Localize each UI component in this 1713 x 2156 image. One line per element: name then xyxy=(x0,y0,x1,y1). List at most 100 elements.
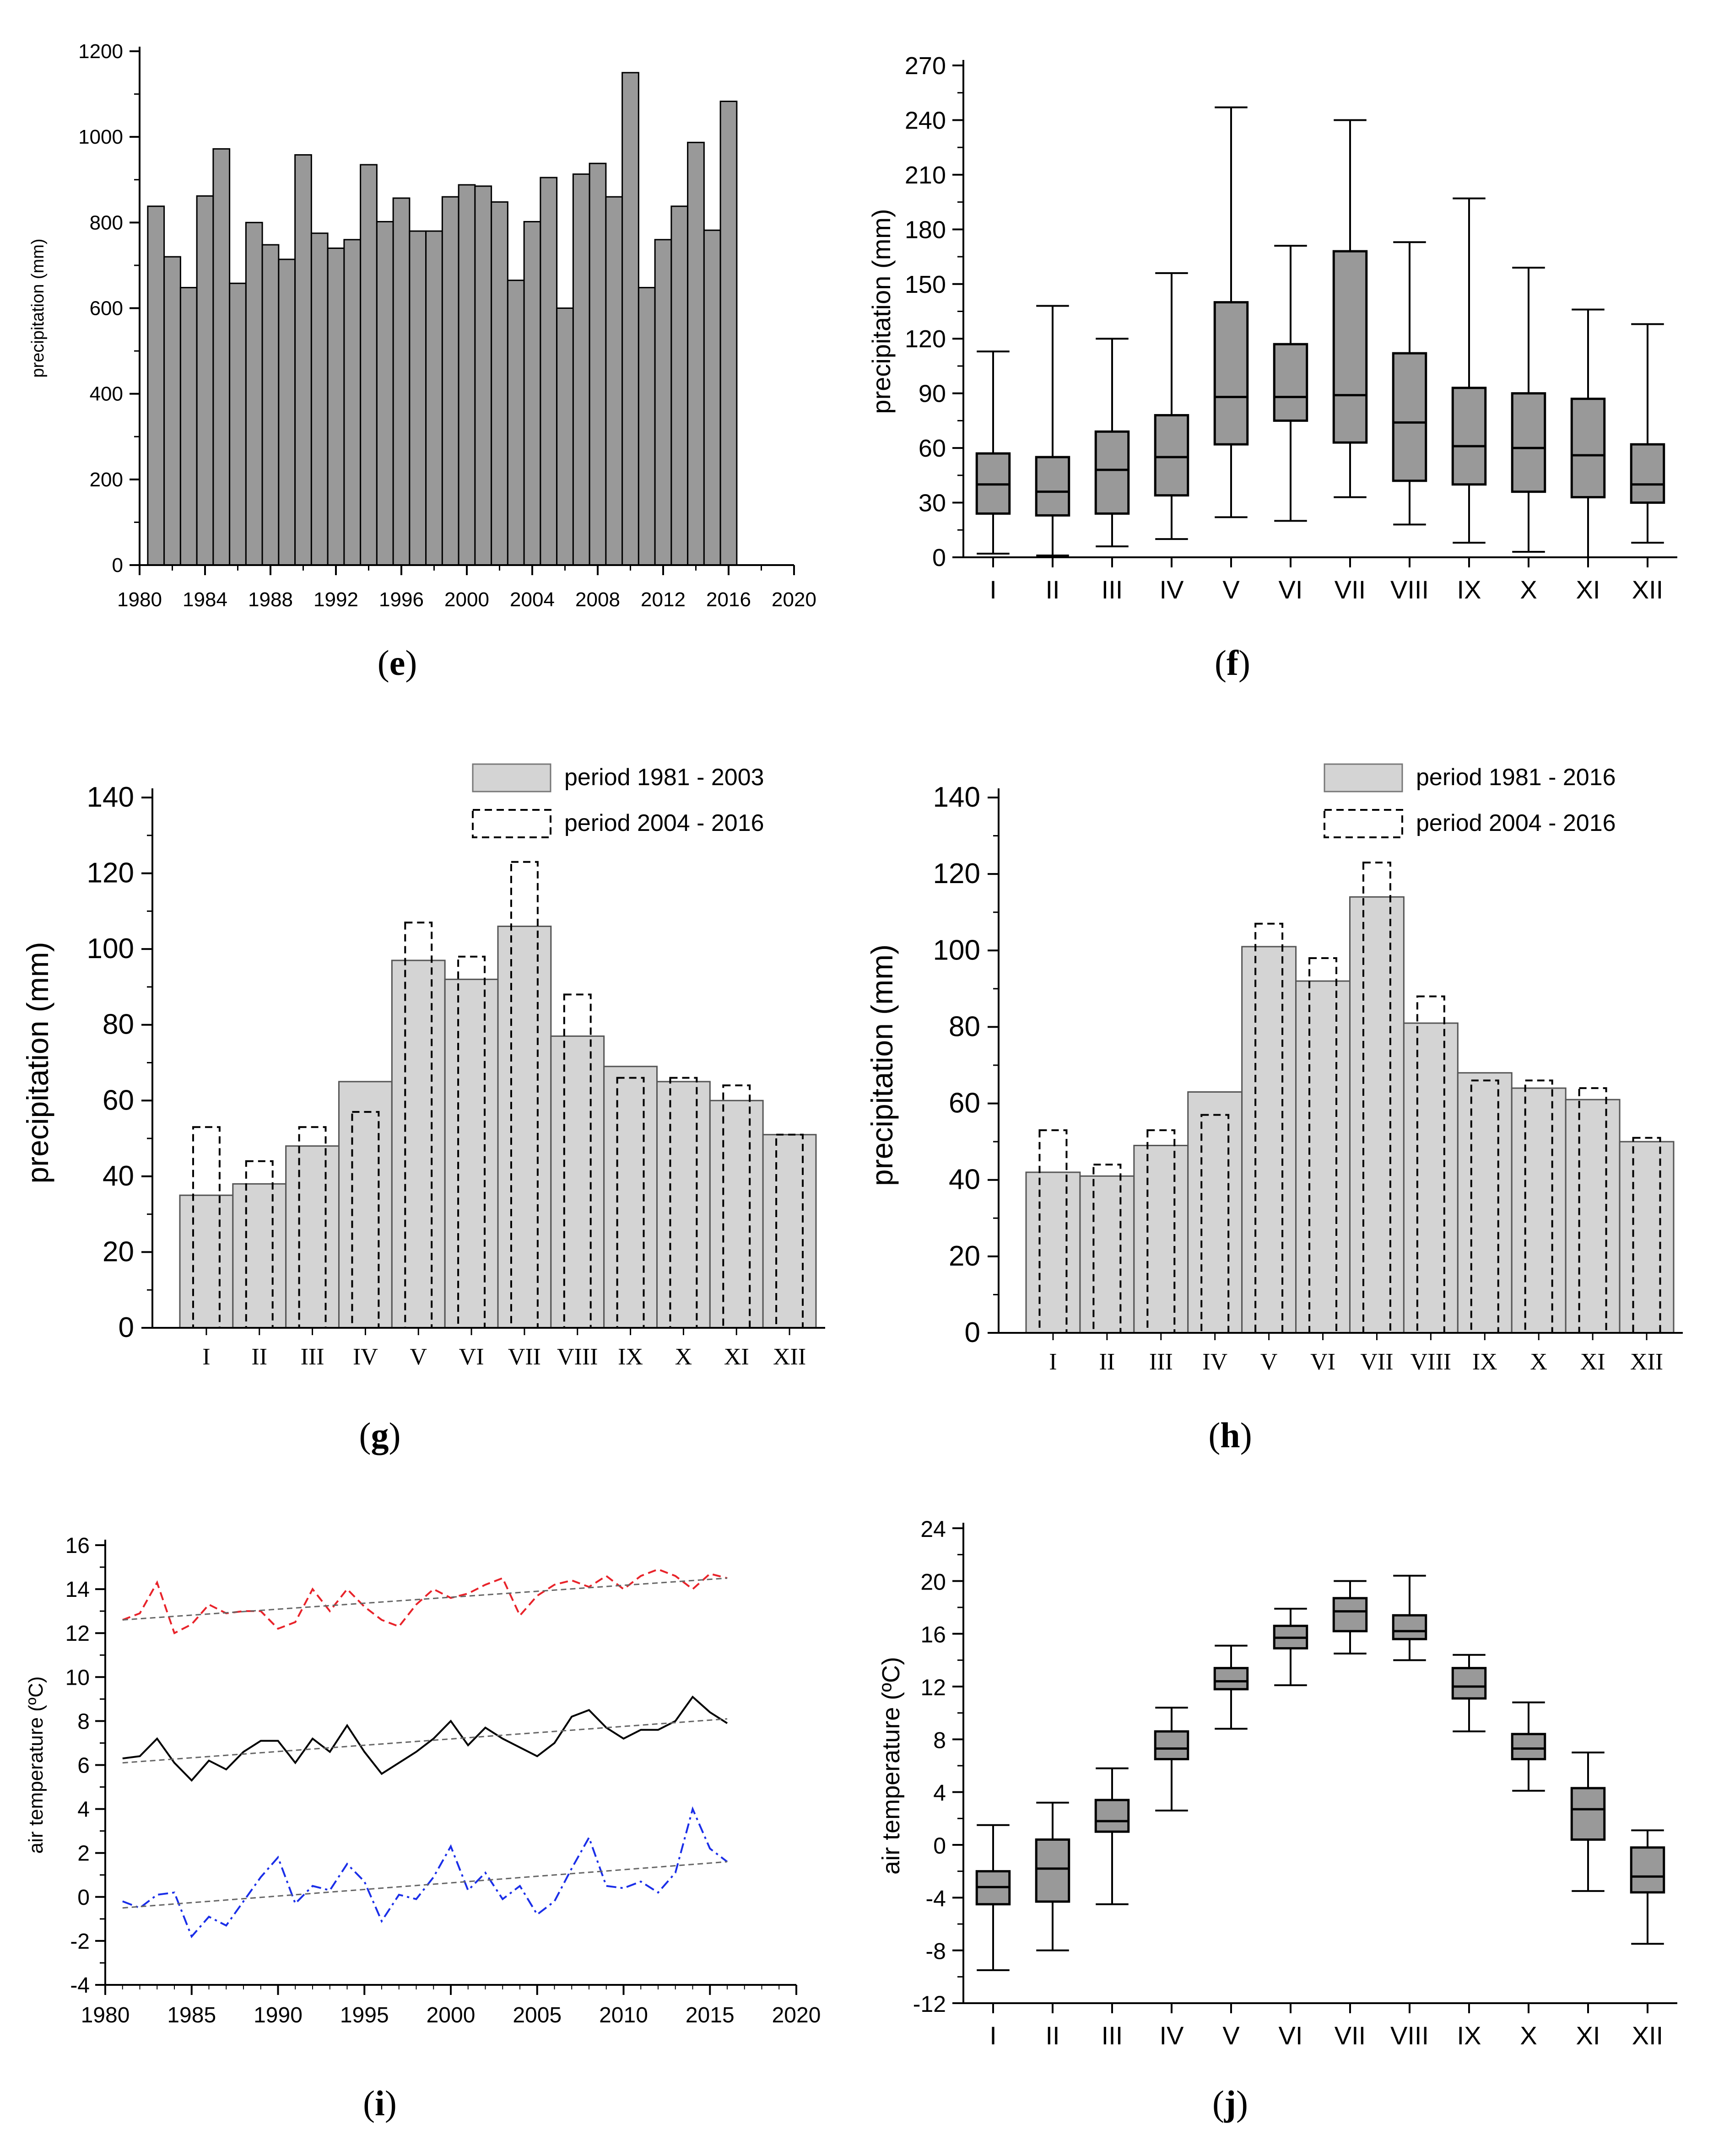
x-tick-label: III xyxy=(1102,575,1123,604)
series-line-mean xyxy=(122,1695,728,1782)
bar xyxy=(327,247,345,566)
dashed-bar xyxy=(1524,1079,1553,1334)
y-tick-label: 60 xyxy=(919,435,946,462)
y-tick-label: 0 xyxy=(932,544,946,571)
y-axis-label: precipitation (mm) xyxy=(867,209,896,414)
y-tick-label: 240 xyxy=(905,107,946,134)
box xyxy=(1630,1846,1665,1894)
bar xyxy=(1025,1171,1081,1334)
y-tick-label: 20 xyxy=(920,1569,946,1595)
x-tick-label: XII xyxy=(1632,2021,1663,2050)
y-tick-label: -8 xyxy=(926,1939,946,1964)
y-tick-label: 0 xyxy=(112,554,123,577)
x-tick-label: XI xyxy=(724,1344,749,1370)
x-tick-label: I xyxy=(202,1344,210,1370)
box xyxy=(1570,398,1606,499)
x-tick-label: XII xyxy=(1630,1349,1663,1375)
series-line-maximum xyxy=(122,1568,728,1635)
legend-swatch-filled xyxy=(1324,763,1403,792)
x-tick-label: XII xyxy=(1632,575,1663,604)
bar xyxy=(458,184,476,566)
y-tick-label: 210 xyxy=(905,162,946,189)
y-tick-label: 10 xyxy=(65,1666,90,1690)
x-tick-label: V xyxy=(410,1344,427,1370)
x-tick-label: VIII xyxy=(1390,2021,1429,2050)
box xyxy=(1511,1733,1546,1761)
series-line-max-trend xyxy=(122,1577,728,1621)
y-axis-label: precipitation (mm) xyxy=(865,944,899,1186)
y-axis-label: precipitation (mm) xyxy=(28,238,48,377)
y-tick-label: 20 xyxy=(103,1236,134,1267)
bar xyxy=(1457,1072,1513,1334)
x-tick-label: III xyxy=(1149,1349,1173,1375)
bar xyxy=(656,1081,711,1329)
x-tick-label: 2004 xyxy=(510,588,555,611)
x-tick-label: 1984 xyxy=(183,588,227,611)
y-tick-label: 14 xyxy=(65,1578,90,1602)
y-tick-label: 120 xyxy=(87,857,134,889)
y-tick-label: 200 xyxy=(90,469,123,491)
bar xyxy=(762,1134,817,1329)
bar xyxy=(261,244,280,566)
dashed-bar xyxy=(1362,862,1391,1334)
legend-label: period 2004 - 2016 xyxy=(564,810,764,836)
y-tick-label: 2 xyxy=(77,1842,90,1866)
x-tick-label: 2008 xyxy=(575,588,620,611)
bar xyxy=(278,259,296,566)
series-line-mean-trend xyxy=(122,1718,728,1764)
y-tick-label: 1200 xyxy=(78,40,123,63)
x-tick-label: 1985 xyxy=(167,2003,216,2027)
x-tick-label: V xyxy=(1222,2021,1240,2050)
x-tick-label: 2005 xyxy=(513,2003,562,2027)
bar xyxy=(670,205,689,566)
y-tick-label: 80 xyxy=(103,1009,134,1040)
x-tick-label: 1988 xyxy=(248,588,293,611)
bar xyxy=(229,282,247,566)
x-tick-label: 2000 xyxy=(444,588,489,611)
y-tick-label: 4 xyxy=(77,1798,90,1822)
bar xyxy=(556,307,574,566)
box xyxy=(1094,1799,1130,1833)
x-tick-label: 1990 xyxy=(254,2003,303,2027)
y-tick-label: 60 xyxy=(103,1084,134,1116)
x-tick-label: XI xyxy=(1576,575,1600,604)
x-tick-label: I xyxy=(1049,1349,1057,1375)
bar xyxy=(163,256,181,566)
box xyxy=(1154,414,1189,497)
y-tick-label: 150 xyxy=(905,271,946,298)
bar xyxy=(310,232,329,566)
y-tick-label: 100 xyxy=(933,934,980,966)
y-tick-label: -4 xyxy=(70,1973,90,1998)
y-axis-label: precipitation (mm) xyxy=(21,942,54,1183)
legend-swatch-dashed xyxy=(1324,809,1403,838)
bar xyxy=(147,205,165,566)
y-tick-label: 6 xyxy=(77,1754,90,1778)
bar xyxy=(444,978,499,1329)
x-tick-label: X xyxy=(1520,2021,1537,2050)
bar xyxy=(1133,1145,1189,1334)
y-tick-label: -12 xyxy=(913,1991,946,2017)
bar xyxy=(338,1081,393,1329)
legend-label: period 1981 - 2003 xyxy=(564,764,764,791)
y-tick-label: 120 xyxy=(933,858,980,889)
x-tick-label: III xyxy=(301,1344,324,1370)
x-tick-label: VI xyxy=(1279,575,1303,604)
y-tick-label: 30 xyxy=(919,490,946,517)
box xyxy=(1332,250,1368,444)
panel-label: (h) xyxy=(1208,1415,1252,1455)
bar xyxy=(523,221,541,566)
x-tick-label: X xyxy=(1530,1349,1547,1375)
y-tick-label: 60 xyxy=(949,1088,980,1119)
panel-label: (f) xyxy=(1215,643,1250,683)
x-tick-label: IV xyxy=(1160,2021,1184,2050)
legend-label: period 1981 - 2016 xyxy=(1416,764,1616,791)
bar xyxy=(1511,1087,1567,1334)
dashed-bar xyxy=(1578,1087,1607,1334)
y-tick-label: 16 xyxy=(65,1534,90,1558)
y-tick-label: -2 xyxy=(70,1930,90,1954)
x-tick-label: VI xyxy=(459,1344,484,1370)
y-tick-label: 400 xyxy=(90,383,123,405)
x-tick-label: 1980 xyxy=(81,2003,130,2027)
box xyxy=(1451,387,1487,486)
